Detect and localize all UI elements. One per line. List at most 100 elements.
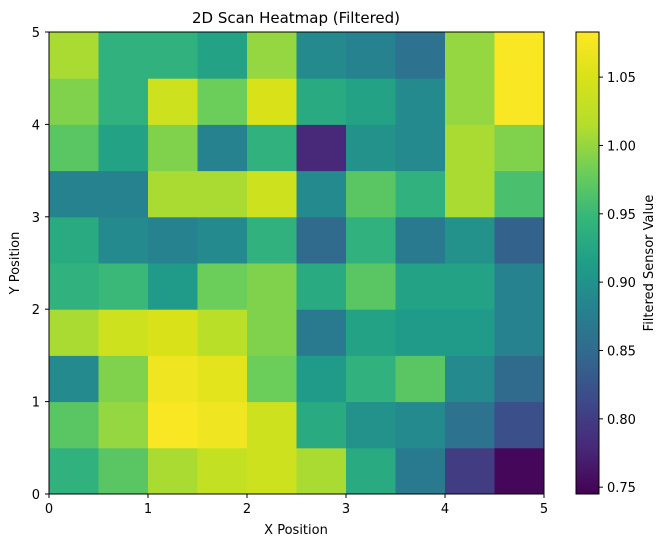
heatmap-cell: [296, 263, 347, 310]
heatmap-cell: [98, 216, 149, 264]
heatmap-cell: [98, 401, 149, 449]
heatmap-cell: [148, 216, 198, 264]
heatmap-cell: [494, 216, 545, 264]
heatmap-cell: [49, 170, 99, 218]
heatmap-cell: [148, 78, 198, 125]
x-axis-label: X Position: [264, 523, 328, 538]
colorbar-tick-label: 0.85: [607, 344, 636, 359]
y-tick-label: 4: [32, 118, 40, 133]
heatmap-cell: [49, 263, 99, 310]
heatmap-cell: [445, 447, 495, 495]
heatmap-cell: [395, 78, 446, 125]
heatmap-cell: [395, 216, 446, 264]
heatmap-cell: [98, 263, 149, 310]
heatmap-cell: [197, 170, 248, 218]
heatmap-cell: [247, 124, 297, 172]
heatmap-cell: [296, 447, 347, 495]
heatmap-cell: [148, 447, 198, 495]
heatmap-cell: [346, 447, 396, 495]
heatmap-cell: [445, 216, 495, 264]
colorbar-tick-label: 1.00: [607, 139, 636, 154]
colorbar-tick-label: 0.95: [607, 208, 636, 223]
x-tick-label: 2: [243, 502, 251, 517]
heatmap-cell: [395, 447, 446, 495]
heatmap-cell: [148, 355, 198, 403]
y-tick-label: 5: [32, 26, 40, 41]
heatmap-cell: [49, 447, 99, 495]
heatmap-cell: [494, 263, 545, 310]
heatmap-cell: [98, 355, 149, 403]
heatmap-cell: [296, 401, 347, 449]
heatmap-cell: [49, 32, 99, 79]
heatmap-cell: [197, 216, 248, 264]
heatmap-cell: [346, 32, 396, 79]
heatmap-cell: [296, 355, 347, 403]
colorbar-gradient: [575, 31, 600, 495]
heatmap-cell: [148, 32, 198, 79]
heatmap-cell: [395, 170, 446, 218]
heatmap-cell: [98, 124, 149, 172]
heatmap-cell: [247, 309, 297, 356]
heatmap-cell: [296, 309, 347, 356]
heatmap-cell: [148, 401, 198, 449]
colorbar-tick-label: 1.05: [607, 71, 636, 86]
heatmap-cell: [494, 78, 545, 125]
heatmap-cell: [49, 216, 99, 264]
heatmap-cell: [494, 124, 545, 172]
heatmap-cell: [494, 355, 545, 403]
heatmap-cell: [197, 263, 248, 310]
heatmap-cell: [148, 309, 198, 356]
heatmap-cell: [445, 401, 495, 449]
y-tick-label: 2: [32, 303, 40, 318]
heatmap-cell: [247, 32, 297, 79]
y-tick-label: 1: [32, 396, 40, 411]
heatmap-cell: [197, 124, 248, 172]
heatmap-cell: [98, 78, 149, 125]
heatmap-cell: [395, 401, 446, 449]
heatmap-cell: [148, 124, 198, 172]
heatmap-cell: [49, 309, 99, 356]
plot-frame: [48, 31, 545, 495]
y-axis: 0 1 2 3 4 5: [32, 26, 49, 503]
heatmap-cell: [247, 355, 297, 403]
heatmap-cell: [49, 78, 99, 125]
x-tick-label: 0: [45, 502, 53, 517]
x-tick-label: 4: [441, 502, 449, 517]
x-tick-label: 5: [540, 502, 548, 517]
heatmap-cell: [346, 216, 396, 264]
heatmap-cell: [247, 401, 297, 449]
heatmap-cell: [197, 401, 248, 449]
heatmap-cell: [296, 124, 347, 172]
heatmap-cell: [445, 355, 495, 403]
heatmap-cell: [197, 309, 248, 356]
heatmap-cell: [197, 447, 248, 495]
heatmap-cell: [494, 170, 545, 218]
colorbar-tick-label: 0.80: [607, 413, 636, 428]
chart-title: 2D Scan Heatmap (Filtered): [192, 9, 400, 27]
colorbar-label: Filtered Sensor Value: [642, 195, 657, 332]
heatmap-cell: [98, 309, 149, 356]
heatmap-cell: [395, 263, 446, 310]
heatmap-cell: [445, 170, 495, 218]
heatmap-cell: [346, 401, 396, 449]
heatmap-cell: [296, 216, 347, 264]
heatmap-cell: [494, 401, 545, 449]
heatmap-cell: [395, 32, 446, 79]
heatmap-cell: [247, 216, 297, 264]
colorbar-ticks: 0.75 0.80 0.85 0.90 0.95 1.00 1.05: [599, 71, 636, 496]
heatmap-cell: [395, 309, 446, 356]
heatmap-cell: [395, 355, 446, 403]
heatmap-cell: [296, 32, 347, 79]
heatmap-cell: [346, 124, 396, 172]
heatmap-cell: [49, 401, 99, 449]
heatmap-cell: [247, 78, 297, 125]
heatmap-cell: [445, 263, 495, 310]
y-tick-label: 0: [32, 488, 40, 503]
heatmap-cell: [49, 124, 99, 172]
heatmap-cell: [247, 170, 297, 218]
x-tick-label: 1: [144, 502, 152, 517]
heatmap-cell: [247, 447, 297, 495]
y-tick-label: 3: [32, 211, 40, 226]
heatmap-cell: [445, 32, 495, 79]
x-axis: 0 1 2 3 4 5: [45, 494, 548, 517]
